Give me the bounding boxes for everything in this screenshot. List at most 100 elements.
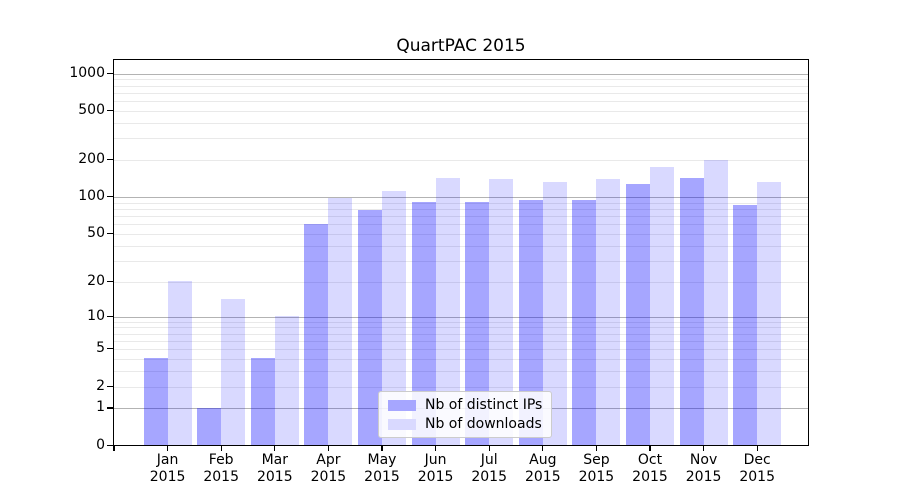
- gridline-minor: [114, 260, 808, 262]
- x-tick-label: Jan 2015: [149, 452, 186, 485]
- bar-nb-of-distinct-ips: [143, 358, 168, 445]
- y-tick-label: 1: [96, 399, 105, 416]
- gridline-minor: [114, 79, 808, 81]
- bar-nb-of-downloads: [328, 198, 353, 445]
- legend-label: Nb of distinct IPs: [425, 397, 543, 413]
- bar-nb-of-downloads: [650, 167, 674, 445]
- bar-nb-of-downloads: [221, 299, 246, 445]
- gridline-minor: [114, 85, 808, 87]
- x-tick-label: Apr 2015: [310, 452, 347, 485]
- x-tick-label: Jun 2015: [417, 452, 454, 485]
- y-tick-mark: [106, 232, 113, 235]
- gridline-minor: [114, 92, 808, 94]
- y-tick-label: 50: [87, 225, 105, 242]
- x-tick-mark: [327, 445, 329, 452]
- gridline-major: [114, 73, 808, 75]
- x-tick-label: Nov 2015: [685, 452, 722, 485]
- gridline-minor: [114, 202, 808, 204]
- gridline-minor: [114, 333, 808, 335]
- x-tick-label: Sep 2015: [578, 452, 615, 485]
- gridline-minor: [114, 101, 808, 103]
- y-tick-mark: [106, 109, 113, 112]
- gridline-minor: [114, 327, 808, 329]
- bar-nb-of-distinct-ips: [626, 183, 650, 445]
- y-tick-label: 10: [87, 307, 105, 324]
- x-tick-label: Feb 2015: [203, 452, 239, 485]
- gridline-minor: [114, 111, 808, 113]
- legend-swatch-distinct-ips: [388, 399, 416, 411]
- x-tick-mark: [649, 445, 651, 452]
- y-tick-label: 0: [96, 436, 105, 453]
- bar-nb-of-downloads: [167, 281, 192, 445]
- y-tick-mark: [106, 407, 113, 409]
- legend: Nb of distinct IPs Nb of downloads: [378, 391, 553, 438]
- gridline-minor: [114, 386, 808, 388]
- gridline-minor: [114, 160, 808, 162]
- y-tick-mark: [106, 444, 113, 446]
- y-tick-label: 200: [78, 151, 105, 168]
- gridline-minor: [114, 209, 808, 211]
- gridline-minor: [114, 216, 808, 218]
- legend-swatch-downloads: [388, 418, 416, 430]
- y-tick-mark: [106, 280, 113, 282]
- x-tick-mark: [756, 445, 758, 452]
- gridline-major: [114, 197, 808, 199]
- y-tick-mark: [106, 72, 113, 74]
- bar-nb-of-downloads: [703, 160, 728, 445]
- gridline-minor: [114, 245, 808, 247]
- gridline-major: [114, 316, 808, 318]
- x-tick-mark: [595, 445, 597, 452]
- gridline-minor: [114, 123, 808, 124]
- x-tick-label: Mar 2015: [256, 452, 293, 485]
- x-tick-label: Dec 2015: [739, 452, 775, 485]
- x-tick-mark: [220, 445, 222, 452]
- y-tick-mark: [106, 315, 113, 317]
- gridline-minor: [114, 341, 808, 342]
- gridline-minor: [114, 371, 808, 373]
- gridline-minor: [114, 321, 808, 323]
- y-tick-label: 100: [78, 188, 105, 205]
- gridline-minor: [114, 234, 808, 236]
- x-tick-mark: [703, 445, 705, 452]
- bar-nb-of-distinct-ips: [304, 223, 329, 445]
- x-tick-label: Aug 2015: [524, 452, 561, 485]
- y-tick-label: 1000: [69, 64, 105, 81]
- x-tick-mark: [381, 445, 383, 452]
- gridline-minor: [114, 281, 808, 283]
- bar-nb-of-distinct-ips: [250, 358, 275, 445]
- y-tick-label: 500: [78, 102, 105, 119]
- y-tick-mark: [106, 385, 113, 387]
- legend-label: Nb of downloads: [425, 416, 542, 432]
- gridline-minor: [114, 349, 808, 351]
- x-tick-mark: [542, 445, 544, 452]
- x-tick-label: Oct 2015: [632, 452, 668, 485]
- gridline-minor: [114, 224, 808, 226]
- bar-nb-of-distinct-ips: [197, 407, 222, 445]
- x-tick-mark: [488, 445, 490, 452]
- bar-nb-of-distinct-ips: [733, 205, 758, 445]
- x-tick-label: May 2015: [364, 452, 400, 485]
- gridline-minor: [114, 138, 808, 140]
- gridline-minor: [114, 359, 808, 361]
- bar-nb-of-downloads: [596, 179, 621, 445]
- y-tick-mark: [106, 159, 113, 161]
- y-tick-label: 20: [87, 272, 105, 289]
- x-tick-mark: [274, 445, 276, 452]
- x-tick-mark: [167, 445, 169, 452]
- x-tick-mark: [435, 445, 437, 452]
- chart-title: QuartPAC 2015: [396, 36, 526, 56]
- x-tick-label: Jul 2015: [471, 452, 507, 485]
- y-tick-mark: [106, 348, 113, 350]
- legend-item: Nb of downloads: [388, 416, 542, 432]
- bar-nb-of-distinct-ips: [679, 178, 704, 445]
- plot-area: [113, 59, 809, 446]
- y-tick-mark: [106, 196, 113, 198]
- legend-item: Nb of distinct IPs: [388, 397, 542, 413]
- x-tick-mark: [113, 445, 115, 452]
- y-tick-label: 2: [96, 377, 105, 394]
- bar-nb-of-distinct-ips: [572, 200, 597, 445]
- bar-nb-of-downloads: [274, 315, 299, 445]
- y-tick-label: 5: [96, 340, 105, 357]
- bar-nb-of-downloads: [757, 182, 782, 445]
